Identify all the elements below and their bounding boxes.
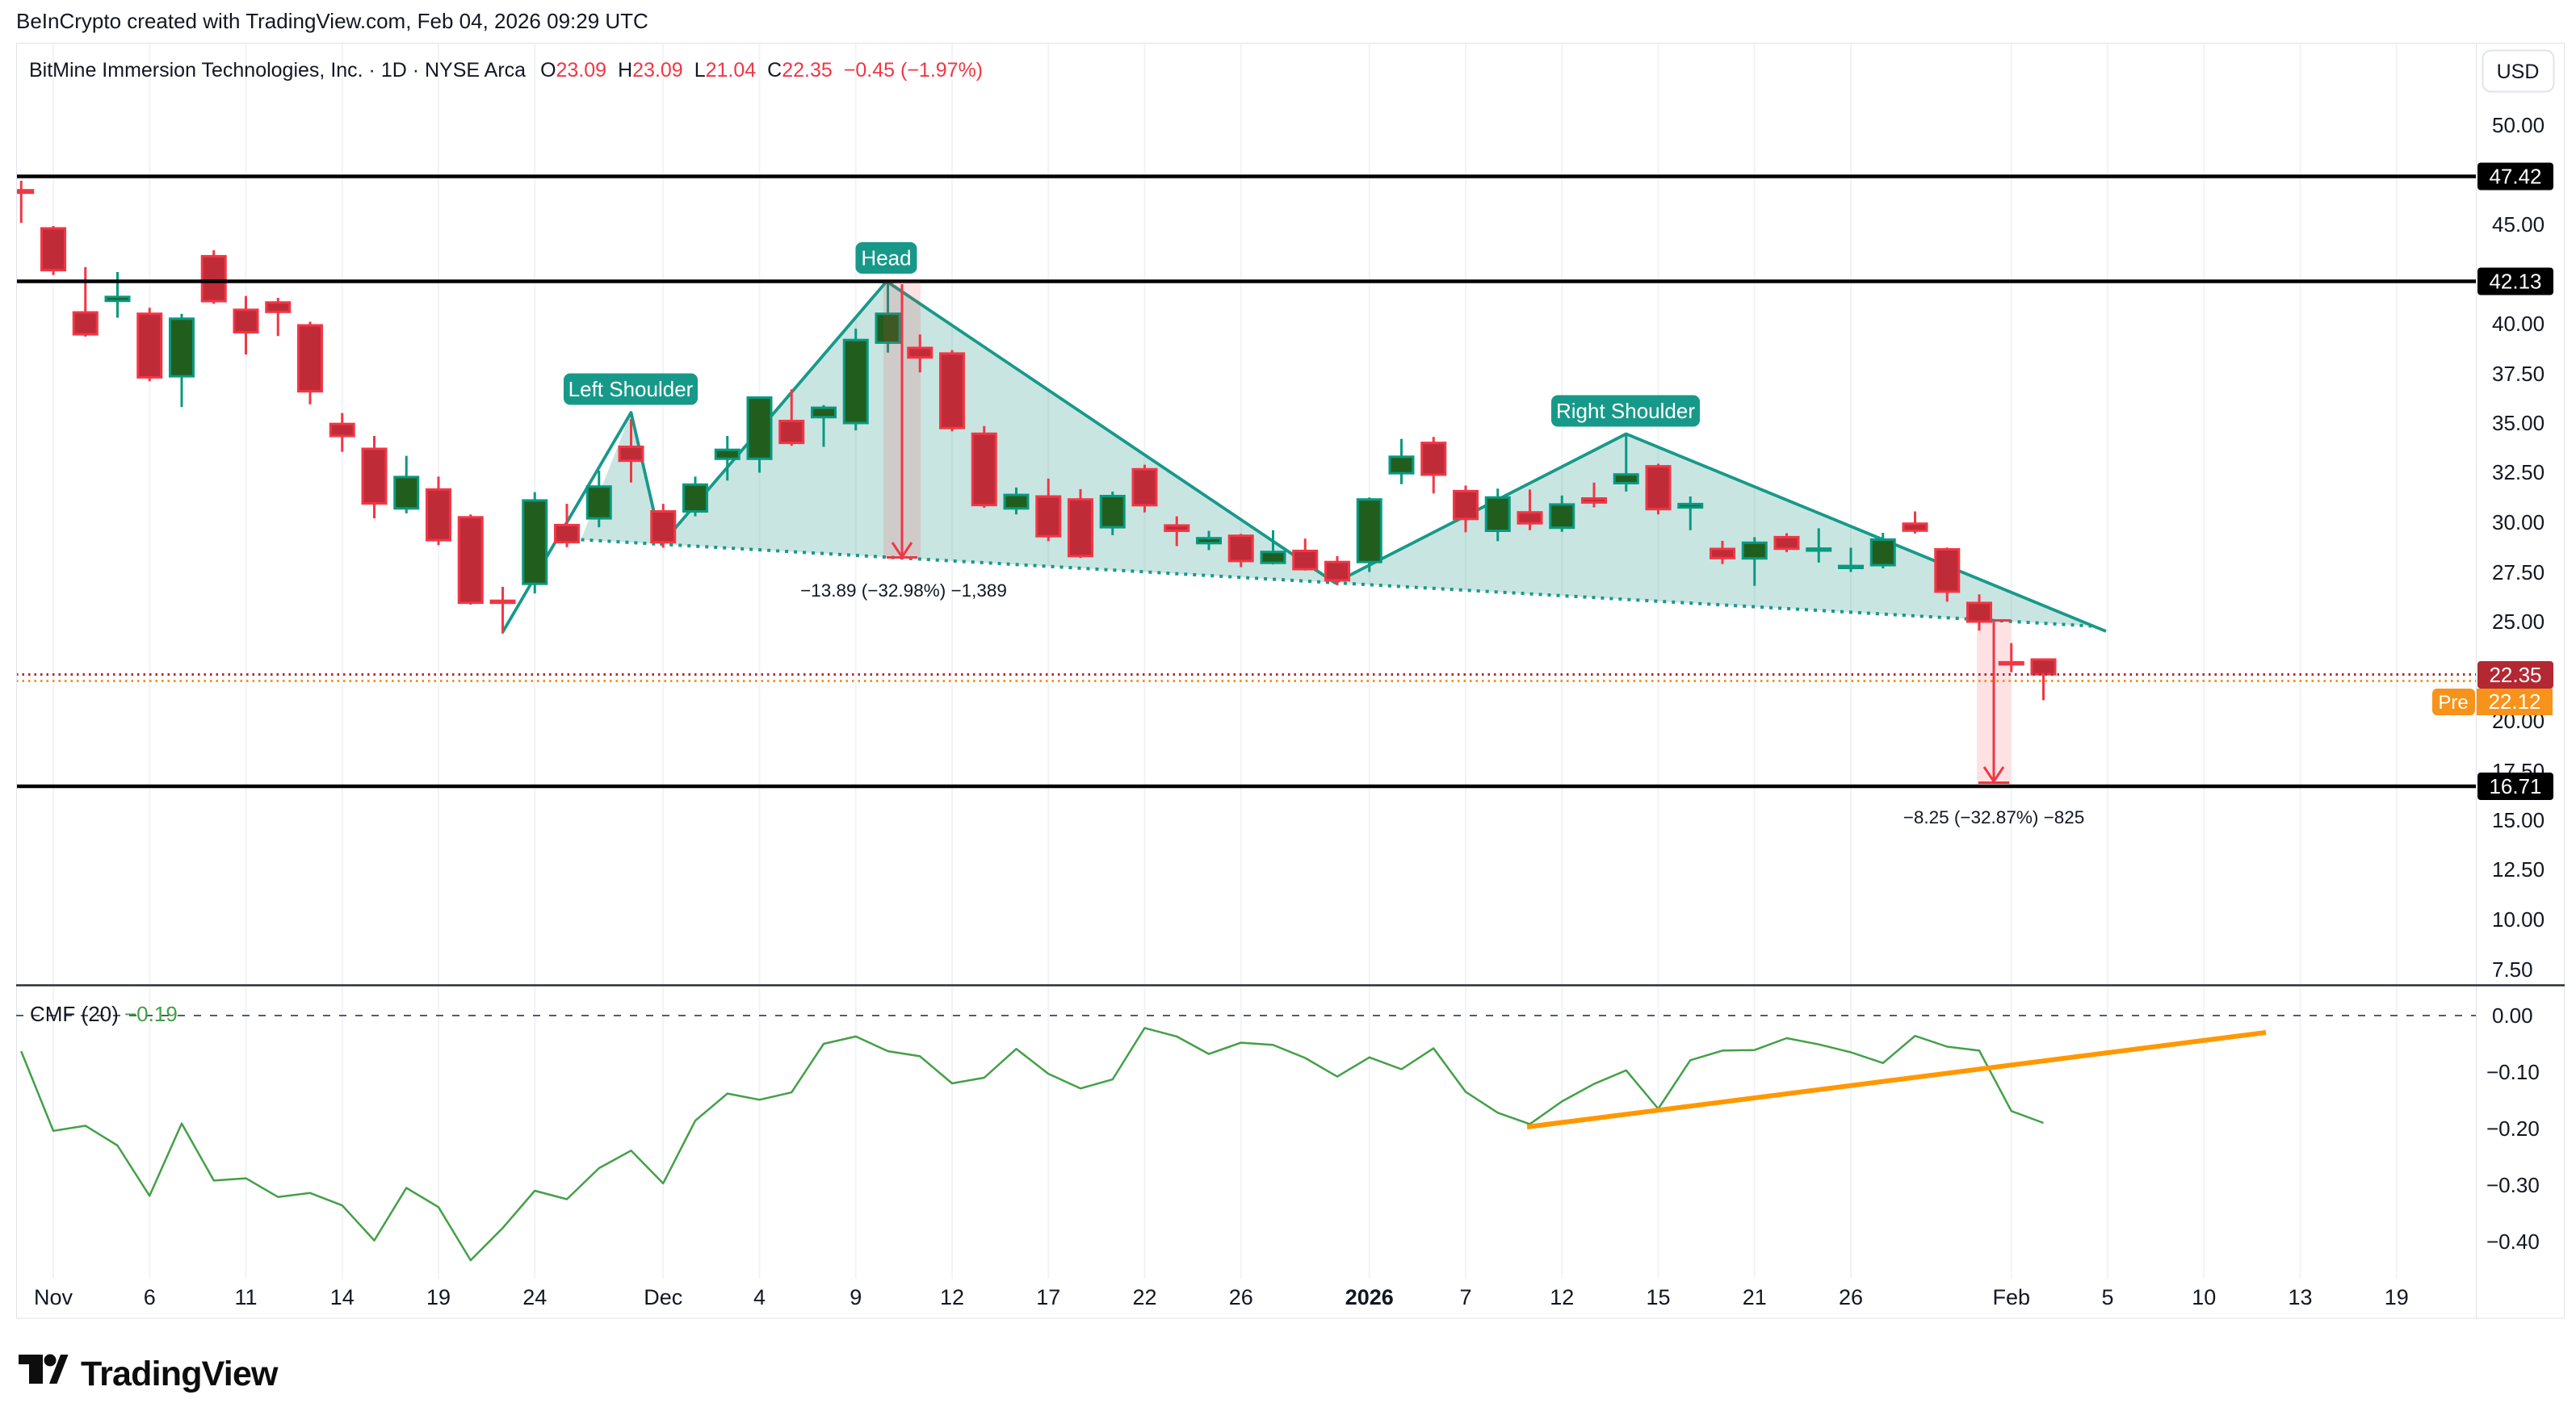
svg-text:Head: Head bbox=[861, 246, 911, 270]
svg-text:22.12: 22.12 bbox=[2488, 689, 2540, 714]
svg-text:24: 24 bbox=[522, 1285, 547, 1309]
svg-text:17: 17 bbox=[1036, 1285, 1060, 1309]
svg-text:19: 19 bbox=[426, 1285, 451, 1309]
svg-text:BeInCrypto created with Tradin: BeInCrypto created with TradingView.com,… bbox=[16, 9, 648, 33]
svg-text:−0.10: −0.10 bbox=[2486, 1060, 2540, 1084]
svg-text:5: 5 bbox=[2101, 1285, 2113, 1309]
svg-text:9: 9 bbox=[850, 1285, 862, 1309]
svg-text:12: 12 bbox=[940, 1285, 964, 1309]
svg-text:27.50: 27.50 bbox=[2492, 560, 2545, 584]
svg-text:37.50: 37.50 bbox=[2492, 362, 2545, 386]
svg-text:35.00: 35.00 bbox=[2492, 411, 2545, 435]
svg-text:25.00: 25.00 bbox=[2492, 609, 2545, 634]
svg-text:50.00: 50.00 bbox=[2492, 113, 2545, 137]
svg-text:32.50: 32.50 bbox=[2492, 460, 2545, 484]
svg-text:Pre: Pre bbox=[2438, 692, 2468, 714]
svg-text:42.13: 42.13 bbox=[2489, 270, 2541, 294]
svg-text:21: 21 bbox=[1743, 1285, 1767, 1309]
svg-text:11: 11 bbox=[234, 1285, 257, 1309]
svg-text:TradingView: TradingView bbox=[81, 1355, 279, 1393]
svg-text:−8.25 (−32.87%) −825: −8.25 (−32.87%) −825 bbox=[1903, 807, 2085, 827]
svg-text:Nov: Nov bbox=[34, 1285, 73, 1309]
svg-text:10.00: 10.00 bbox=[2492, 907, 2545, 932]
svg-text:Feb: Feb bbox=[1992, 1285, 2030, 1309]
svg-text:14: 14 bbox=[330, 1285, 355, 1309]
svg-text:−0.30: −0.30 bbox=[2486, 1173, 2540, 1197]
svg-text:16.71: 16.71 bbox=[2489, 774, 2541, 798]
svg-text:−13.89 (−32.98%) −1,389: −13.89 (−32.98%) −1,389 bbox=[800, 580, 1007, 601]
svg-text:15: 15 bbox=[1646, 1285, 1670, 1309]
svg-text:30.00: 30.00 bbox=[2492, 510, 2545, 534]
svg-text:12: 12 bbox=[1550, 1285, 1574, 1309]
svg-text:26: 26 bbox=[1229, 1285, 1253, 1309]
svg-text:0.00: 0.00 bbox=[2492, 1003, 2533, 1028]
svg-text:Dec: Dec bbox=[644, 1285, 682, 1309]
svg-text:Right Shoulder: Right Shoulder bbox=[1556, 399, 1695, 423]
svg-text:2026: 2026 bbox=[1345, 1285, 1394, 1309]
svg-text:22: 22 bbox=[1132, 1285, 1156, 1309]
svg-text:45.00: 45.00 bbox=[2492, 212, 2545, 237]
svg-text:10: 10 bbox=[2192, 1285, 2216, 1309]
svg-text:USD: USD bbox=[2497, 61, 2540, 83]
svg-text:CMF (20) −0.19: CMF (20) −0.19 bbox=[30, 1002, 178, 1026]
svg-text:40.00: 40.00 bbox=[2492, 312, 2545, 336]
svg-text:47.42: 47.42 bbox=[2489, 165, 2541, 189]
svg-text:−0.20: −0.20 bbox=[2486, 1116, 2540, 1141]
svg-text:15.00: 15.00 bbox=[2492, 808, 2545, 832]
svg-text:13: 13 bbox=[2288, 1285, 2312, 1309]
svg-text:7.50: 7.50 bbox=[2492, 957, 2533, 982]
svg-text:12.50: 12.50 bbox=[2492, 857, 2545, 882]
svg-text:BitMine Immersion Technologies: BitMine Immersion Technologies, Inc. · 1… bbox=[29, 59, 983, 82]
svg-text:Left Shoulder: Left Shoulder bbox=[568, 377, 694, 401]
svg-text:26: 26 bbox=[1839, 1285, 1863, 1309]
svg-text:19: 19 bbox=[2385, 1285, 2409, 1309]
svg-text:6: 6 bbox=[144, 1285, 156, 1309]
svg-text:7: 7 bbox=[1459, 1285, 1471, 1309]
svg-text:22.35: 22.35 bbox=[2489, 663, 2541, 687]
svg-text:−0.40: −0.40 bbox=[2486, 1229, 2540, 1254]
svg-text:4: 4 bbox=[753, 1285, 766, 1309]
